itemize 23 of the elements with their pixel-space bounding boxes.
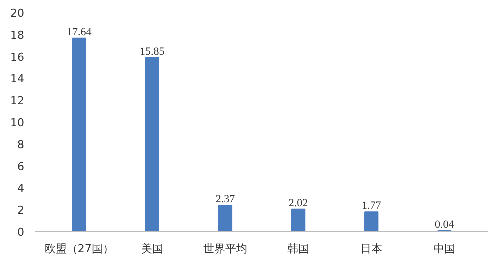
data-label: 17.64 — [66, 26, 92, 38]
data-label: 2.02 — [288, 197, 308, 210]
x-tick-label: 世界平均 — [203, 242, 248, 256]
data-label: 1.77 — [362, 200, 382, 212]
x-tick-label: 欧盟（27国） — [44, 242, 114, 256]
x-tick-label: 韩国 — [288, 242, 310, 256]
data-label: 0.04 — [435, 219, 455, 232]
y-tick-label: 16 — [10, 50, 25, 64]
data-label: 2.37 — [216, 194, 236, 206]
x-tick-label: 美国 — [141, 242, 164, 256]
y-tick-label: 2 — [18, 204, 24, 218]
x-tick-label: 日本 — [360, 242, 383, 256]
y-tick-label: 4 — [18, 182, 24, 196]
y-tick-label: 10 — [10, 116, 25, 130]
y-tick-label: 6 — [18, 160, 24, 174]
y-tick-label: 12 — [10, 94, 25, 108]
y-tick-label: 20 — [10, 7, 25, 20]
x-tick-label: 中国 — [434, 242, 456, 256]
data-label: 15.85 — [140, 46, 166, 58]
y-tick-label: 8 — [18, 138, 24, 152]
y-tick-label: 18 — [10, 28, 25, 42]
y-tick-label: 14 — [10, 72, 25, 86]
y-tick-label: 0 — [18, 226, 24, 239]
